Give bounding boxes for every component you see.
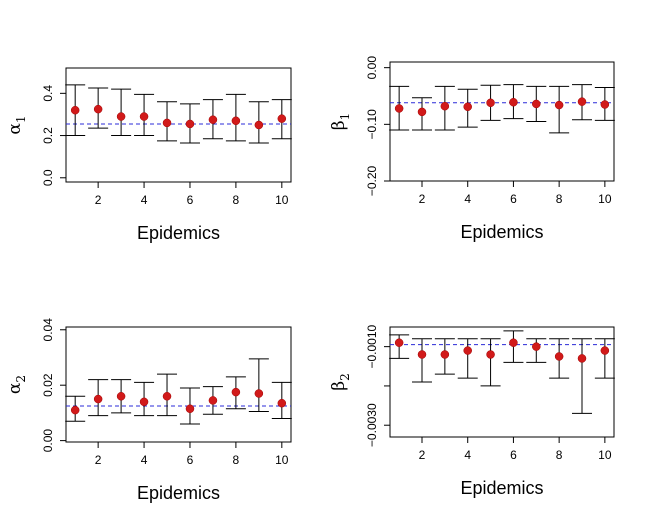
data-point <box>463 346 472 355</box>
plot-frame <box>389 61 615 182</box>
data-point <box>532 342 541 351</box>
data-point <box>554 100 564 110</box>
x-tick-label: 6 <box>510 448 517 462</box>
x-tick-label: 10 <box>275 453 289 467</box>
data-point <box>208 115 218 124</box>
data-point <box>277 398 287 408</box>
panel-beta2: 2 4 6 8 10 −0.0010 −0.0030 Epidemics β2 <box>329 324 615 498</box>
data-point <box>277 114 287 123</box>
y-tick-label: 0.02 <box>41 373 55 397</box>
y-tick-label: 0.4 <box>41 85 55 102</box>
data-point <box>509 338 518 347</box>
x-axis-label: Epidemics <box>137 483 220 503</box>
x-tick-label: 4 <box>464 192 471 206</box>
data-point <box>185 404 195 413</box>
data-point <box>116 112 126 121</box>
data-point <box>231 387 241 397</box>
y-tick-label: 0.00 <box>365 56 379 80</box>
x-axis-label: Epidemics <box>460 222 543 242</box>
data-point <box>231 116 241 126</box>
x-tick-label: 4 <box>141 453 148 467</box>
y-axis-label: α2 <box>5 375 28 394</box>
x-axis-label: Epidemics <box>460 478 543 498</box>
x-tick-label: 6 <box>510 192 517 206</box>
y-tick-label: −0.20 <box>365 165 379 196</box>
data-point <box>577 354 587 363</box>
x-tick-label: 2 <box>419 192 426 206</box>
x-tick-label: 6 <box>187 453 194 467</box>
data-point <box>600 346 610 355</box>
data-point <box>162 392 172 401</box>
data-point <box>93 394 103 404</box>
y-tick-label: −0.0030 <box>365 403 379 447</box>
data-point <box>417 107 427 117</box>
data-point <box>394 104 404 113</box>
data-point <box>70 105 80 115</box>
y-axis-label: β2 <box>329 373 352 390</box>
y-tick-label: 0.2 <box>41 127 55 144</box>
y-tick-label: −0.10 <box>365 109 379 140</box>
x-axis-label: Epidemics <box>137 223 220 243</box>
x-tick-label: 8 <box>556 448 563 462</box>
data-point <box>486 350 495 359</box>
data-point <box>577 97 587 106</box>
data-point <box>139 397 149 407</box>
data-point <box>93 104 103 114</box>
data-point <box>532 99 541 109</box>
data-point <box>554 352 564 361</box>
plot-frame <box>389 326 615 438</box>
data-point <box>509 97 518 107</box>
y-tick-label: 0.04 <box>41 318 55 342</box>
data-point <box>417 350 427 359</box>
x-tick-label: 8 <box>233 453 240 467</box>
panel-beta1: 2 4 6 8 10 0.00 −0.10 −0.20 Epidemics β1 <box>329 56 615 242</box>
x-tick-label: 6 <box>187 193 194 207</box>
data-point <box>185 119 195 129</box>
x-tick-label: 2 <box>95 453 102 467</box>
x-tick-label: 10 <box>598 192 612 206</box>
panel-alpha1: 2 4 6 8 10 0.0 0.2 0.4 Epidemics α1 <box>5 67 292 243</box>
data-point <box>440 101 450 111</box>
plot-frame <box>65 67 292 183</box>
x-tick-label: 2 <box>95 193 102 207</box>
data-point <box>208 396 218 405</box>
data-point <box>600 100 610 109</box>
panel-alpha2: 2 4 6 8 10 0.00 0.02 0.04 Epidemics α2 <box>5 318 292 503</box>
data-point <box>463 102 472 112</box>
x-tick-label: 8 <box>556 192 563 206</box>
data-point <box>70 405 80 415</box>
x-tick-label: 2 <box>419 448 426 462</box>
x-tick-label: 10 <box>275 193 289 207</box>
data-point <box>394 338 404 347</box>
x-tick-label: 10 <box>598 448 612 462</box>
data-point <box>139 112 149 121</box>
data-point <box>440 350 450 359</box>
y-tick-label: 0.00 <box>41 429 55 453</box>
plot-frame <box>65 326 292 443</box>
y-axis-label: α1 <box>5 115 28 134</box>
y-axis-label: β1 <box>329 113 352 130</box>
x-tick-label: 8 <box>233 193 240 207</box>
y-tick-label: 0.0 <box>41 169 55 186</box>
x-tick-label: 4 <box>464 448 471 462</box>
y-tick-label: −0.0010 <box>365 324 379 368</box>
data-point <box>162 118 172 128</box>
data-point <box>486 98 495 108</box>
data-point <box>254 389 264 398</box>
data-point <box>116 392 126 401</box>
data-point <box>254 120 264 130</box>
x-tick-label: 4 <box>141 193 148 207</box>
